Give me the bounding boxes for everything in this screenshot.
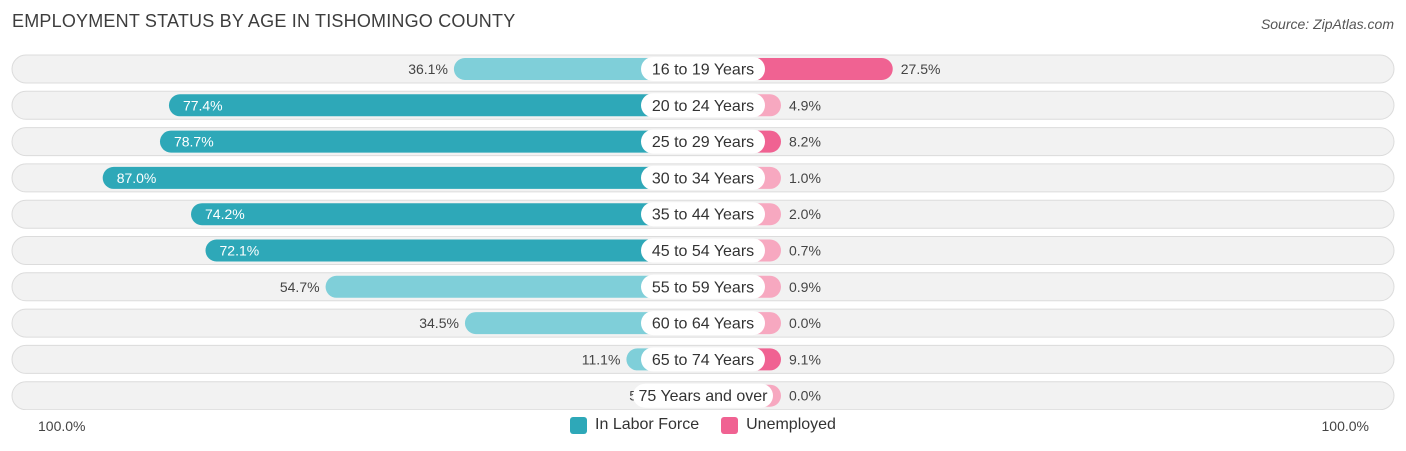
data-label-labor-force: 11.1% [582, 351, 621, 367]
bar-labor-force [102, 166, 703, 189]
legend-item-labor: In Labor Force [570, 416, 699, 434]
bar-labor-force [205, 239, 703, 262]
category-label: 75 Years and over [639, 388, 769, 405]
legend-swatch-labor [570, 416, 588, 434]
category-pill [641, 93, 765, 118]
data-label-unemployed: 27.5% [901, 61, 941, 77]
data-label-labor-force: 34.5% [419, 315, 459, 331]
category-pill [633, 383, 773, 408]
data-label-labor-force: 74.2% [205, 206, 245, 222]
category-label: 35 to 44 Years [652, 207, 754, 224]
data-label-unemployed: 8.2% [789, 134, 821, 150]
legend-item-unemployed: Unemployed [721, 416, 836, 434]
bar-labor-force [191, 203, 703, 226]
category-pill [641, 129, 765, 154]
bar-labor-force [159, 130, 704, 153]
data-label-unemployed: 4.9% [789, 97, 821, 113]
data-label-labor-force: 36.1% [408, 61, 448, 77]
chart-title: EMPLOYMENT STATUS BY AGE IN TISHOMINGO C… [12, 11, 516, 31]
data-label-unemployed: 0.0% [789, 388, 821, 404]
data-label-labor-force: 72.1% [220, 243, 260, 259]
category-label: 55 to 59 Years [652, 279, 754, 296]
data-label-labor-force: 54.7% [280, 279, 320, 295]
category-pill [641, 238, 765, 263]
legend-label-labor: In Labor Force [595, 416, 700, 433]
source-credit: Source: ZipAtlas.com [1260, 16, 1394, 32]
data-label-unemployed: 0.9% [789, 279, 821, 295]
category-pill [641, 202, 765, 227]
data-label-unemployed: 0.7% [789, 243, 821, 259]
data-label-unemployed: 2.0% [789, 206, 821, 222]
bar-labor-force [325, 275, 703, 298]
data-label-unemployed: 9.1% [789, 351, 821, 367]
category-pill [641, 165, 765, 190]
category-label: 16 to 19 Years [652, 62, 754, 79]
category-label: 25 to 29 Years [652, 134, 754, 151]
bar-labor-force [453, 58, 703, 80]
axis-left-label: 100.0% [38, 418, 86, 434]
category-pill [641, 274, 765, 299]
legend-label-unemployed: Unemployed [746, 416, 836, 433]
data-label-labor-force: 77.4% [183, 97, 223, 113]
data-label-unemployed: 1.0% [789, 170, 821, 186]
axis-right-label: 100.0% [1321, 418, 1369, 434]
legend-swatch-unemployed [721, 416, 739, 434]
category-label: 65 to 74 Years [652, 352, 754, 369]
data-label-unemployed: 0.0% [789, 315, 821, 331]
category-pill [641, 347, 765, 372]
bar-labor-force [168, 94, 703, 117]
chart-area: 36.1% 27.5% 16 to 19 Years 77.4% 4.9% 20 to 2… [11, 54, 1395, 410]
category-label: 60 to 64 Years [652, 316, 754, 333]
data-label-labor-force: 87.0% [117, 170, 157, 186]
legend: In Labor Force Unemployed [0, 416, 1406, 434]
data-label-labor-force: 78.7% [174, 134, 214, 150]
category-label: 45 to 54 Years [652, 243, 754, 260]
category-label: 30 to 34 Years [652, 170, 754, 187]
category-pill [641, 57, 765, 81]
category-label: 20 to 24 Years [652, 98, 754, 115]
category-pill [641, 311, 765, 336]
